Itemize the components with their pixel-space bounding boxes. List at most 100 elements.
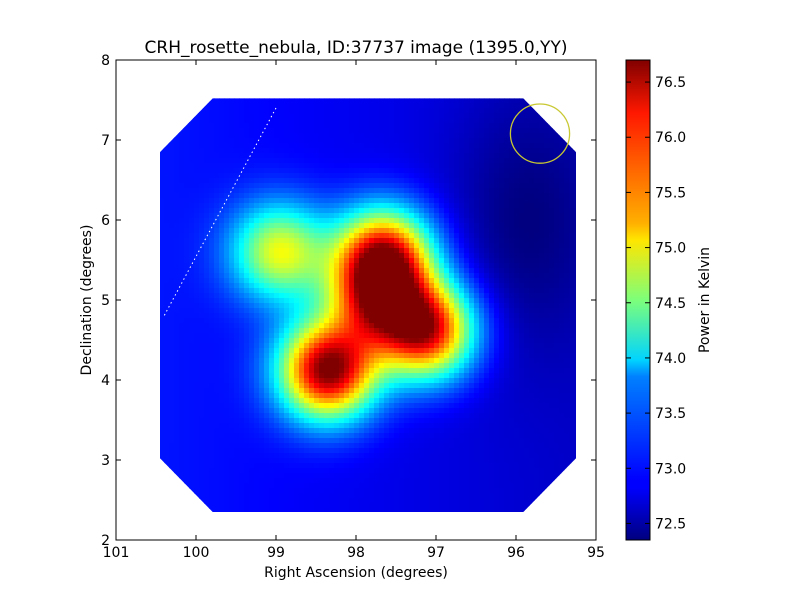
heatmap-cell (449, 353, 455, 359)
heatmap-cell (364, 143, 370, 149)
heatmap-cell (239, 183, 245, 189)
heatmap-cell (414, 183, 420, 189)
heatmap-cell (299, 268, 305, 274)
heatmap-cell (519, 268, 525, 274)
heatmap-cell (434, 363, 440, 369)
heatmap-cell (374, 193, 380, 199)
heatmap-cell (179, 238, 185, 244)
heatmap-cell (514, 173, 520, 179)
heatmap-cell (549, 253, 555, 259)
heatmap-cell (314, 338, 320, 344)
heatmap-cell (184, 298, 190, 304)
heatmap-cell (269, 388, 275, 394)
heatmap-cell (379, 263, 385, 269)
heatmap-cell (234, 298, 240, 304)
heatmap-cell (209, 123, 215, 129)
heatmap-cell (299, 178, 305, 184)
heatmap-cell (279, 183, 285, 189)
heatmap-cell (474, 103, 480, 109)
heatmap-cell (454, 318, 460, 324)
heatmap-cell (279, 208, 285, 214)
heatmap-cell (279, 288, 285, 294)
heatmap-cell (374, 183, 380, 189)
heatmap-cell (479, 248, 485, 254)
heatmap-cell (234, 323, 240, 329)
heatmap-cell (234, 228, 240, 234)
heatmap-cell (214, 133, 220, 139)
heatmap-cell (199, 283, 205, 289)
heatmap-cell (419, 158, 425, 164)
heatmap-cell (334, 248, 340, 254)
heatmap-cell (189, 303, 195, 309)
heatmap-cell (279, 293, 285, 299)
heatmap-cell (339, 163, 345, 169)
heatmap-cell (524, 298, 530, 304)
heatmap-cell (559, 288, 565, 294)
heatmap-cell (259, 198, 265, 204)
heatmap-cell (349, 148, 355, 154)
heatmap-cell (224, 143, 230, 149)
heatmap-cell (439, 148, 445, 154)
heatmap-cell (554, 348, 560, 354)
heatmap-cell (199, 353, 205, 359)
heatmap-cell (449, 323, 455, 329)
heatmap-cell (254, 373, 260, 379)
heatmap-cell (174, 303, 180, 309)
heatmap-cell (539, 143, 545, 149)
heatmap-cell (384, 388, 390, 394)
heatmap-cell (344, 193, 350, 199)
heatmap-cell (279, 283, 285, 289)
heatmap-cell (219, 273, 225, 279)
heatmap-cell (279, 238, 285, 244)
heatmap-cell (399, 368, 405, 374)
heatmap-cell (344, 288, 350, 294)
heatmap-cell (304, 258, 310, 264)
heatmap-cell (479, 148, 485, 154)
heatmap-cell (379, 208, 385, 214)
heatmap-cell (354, 323, 360, 329)
heatmap-cell (414, 313, 420, 319)
heatmap-cell (324, 388, 330, 394)
heatmap-cell (379, 183, 385, 189)
heatmap-cell (349, 258, 355, 264)
heatmap-cell (189, 378, 195, 384)
heatmap-cell (274, 338, 280, 344)
heatmap-cell (344, 343, 350, 349)
heatmap-cell (389, 318, 395, 324)
heatmap-cell (249, 283, 255, 289)
heatmap-cell (274, 143, 280, 149)
heatmap-cell (359, 118, 365, 124)
heatmap-cell (559, 343, 565, 349)
heatmap-cell (174, 333, 180, 339)
heatmap-cell (239, 123, 245, 129)
heatmap-cell (284, 313, 290, 319)
heatmap-cell (374, 123, 380, 129)
heatmap-cell (359, 193, 365, 199)
heatmap-cell (369, 283, 375, 289)
heatmap-cell (444, 338, 450, 344)
heatmap-cell (219, 203, 225, 209)
heatmap-cell (234, 248, 240, 254)
heatmap-cell (344, 213, 350, 219)
heatmap-cell (374, 343, 380, 349)
heatmap-cell (504, 383, 510, 389)
heatmap-cell (489, 153, 495, 159)
heatmap-cell (434, 193, 440, 199)
heatmap-cell (424, 193, 430, 199)
heatmap-cell (289, 168, 295, 174)
heatmap-cell (549, 273, 555, 279)
heatmap-cell (419, 173, 425, 179)
heatmap-cell (459, 228, 465, 234)
heatmap-cell (284, 183, 290, 189)
heatmap-cell (559, 388, 565, 394)
heatmap-cell (504, 113, 510, 119)
heatmap-cell (574, 328, 576, 334)
heatmap-cell (479, 313, 485, 319)
heatmap-cell (339, 333, 345, 339)
heatmap-cell (319, 103, 325, 109)
heatmap-cell (529, 173, 535, 179)
heatmap-cell (234, 118, 240, 124)
heatmap-cell (204, 183, 210, 189)
heatmap-cell (229, 203, 235, 209)
heatmap-cell (314, 373, 320, 379)
